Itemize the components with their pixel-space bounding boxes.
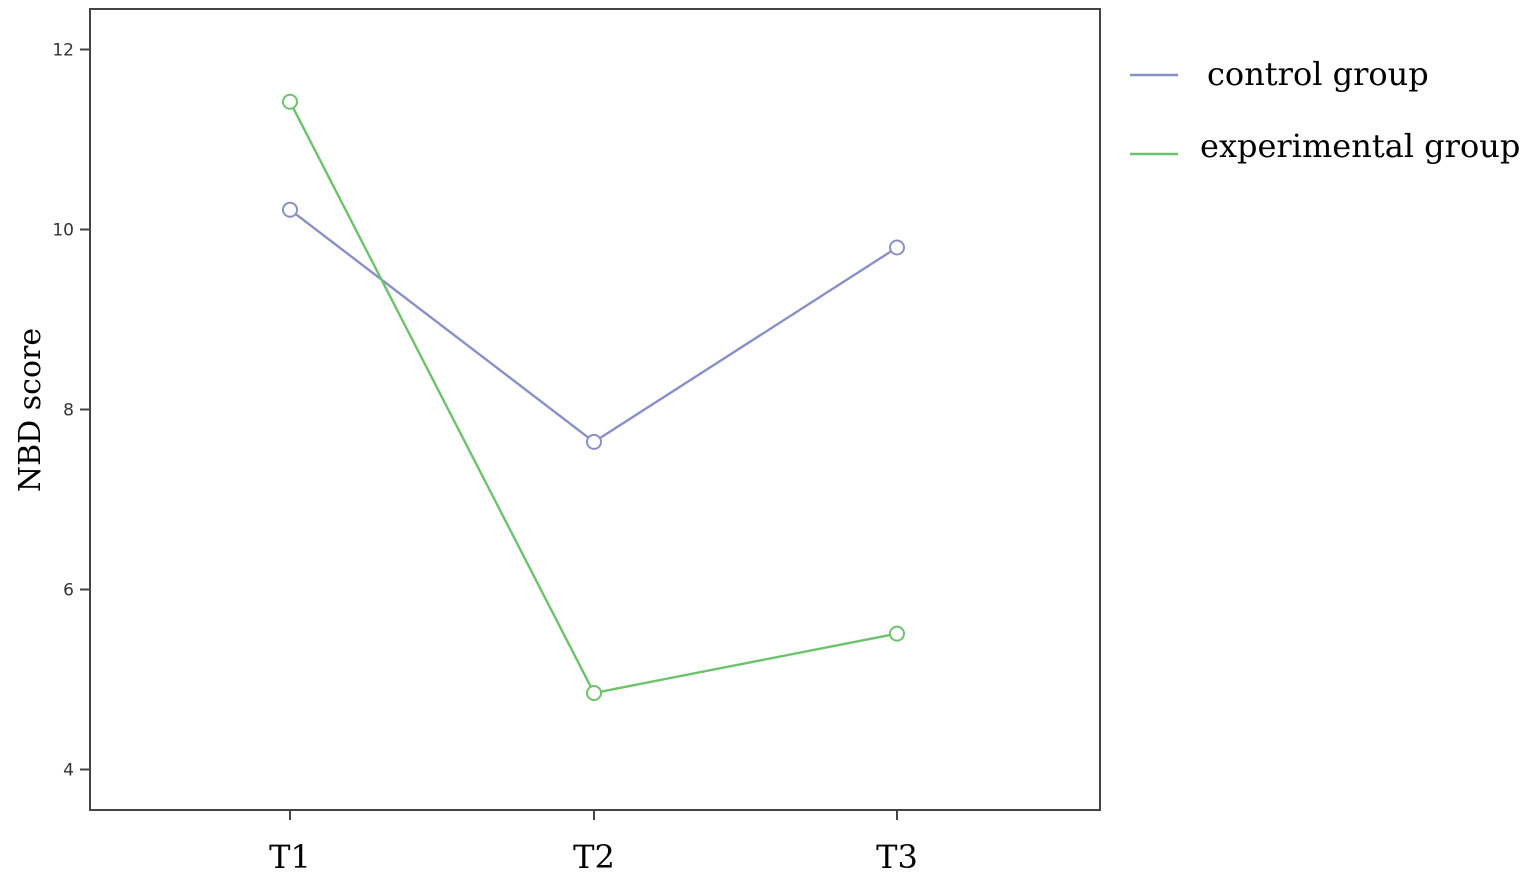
data-point [889, 239, 905, 256]
y-tick-label: 6 [63, 581, 74, 601]
y-axis-title: NBD score [13, 328, 48, 492]
data-point [586, 685, 602, 701]
data-point [586, 433, 602, 450]
y-tick-label: 8 [63, 401, 74, 421]
x-tick-label: T3 [876, 838, 918, 876]
legend: control group experimental group [1130, 55, 1520, 165]
x-tick-label: T2 [573, 838, 615, 876]
legend-label: experimental group [1200, 127, 1520, 165]
data-point [282, 201, 298, 218]
data-point [282, 93, 298, 110]
series-line [288, 101, 898, 695]
series-line [289, 208, 898, 444]
y-tick-label: 10 [52, 221, 74, 241]
x-axis-ticks: T1 T2 T3 [269, 810, 918, 876]
y-axis-ticks: 4 6 8 10 12 [52, 41, 90, 781]
y-tick-label: 12 [52, 41, 74, 61]
data-point [889, 625, 905, 642]
legend-label: control group [1207, 55, 1429, 93]
series-layer [282, 93, 905, 701]
plot-frame [89, 8, 1101, 811]
y-tick-label: 4 [63, 761, 74, 781]
x-tick-label: T1 [269, 838, 311, 876]
